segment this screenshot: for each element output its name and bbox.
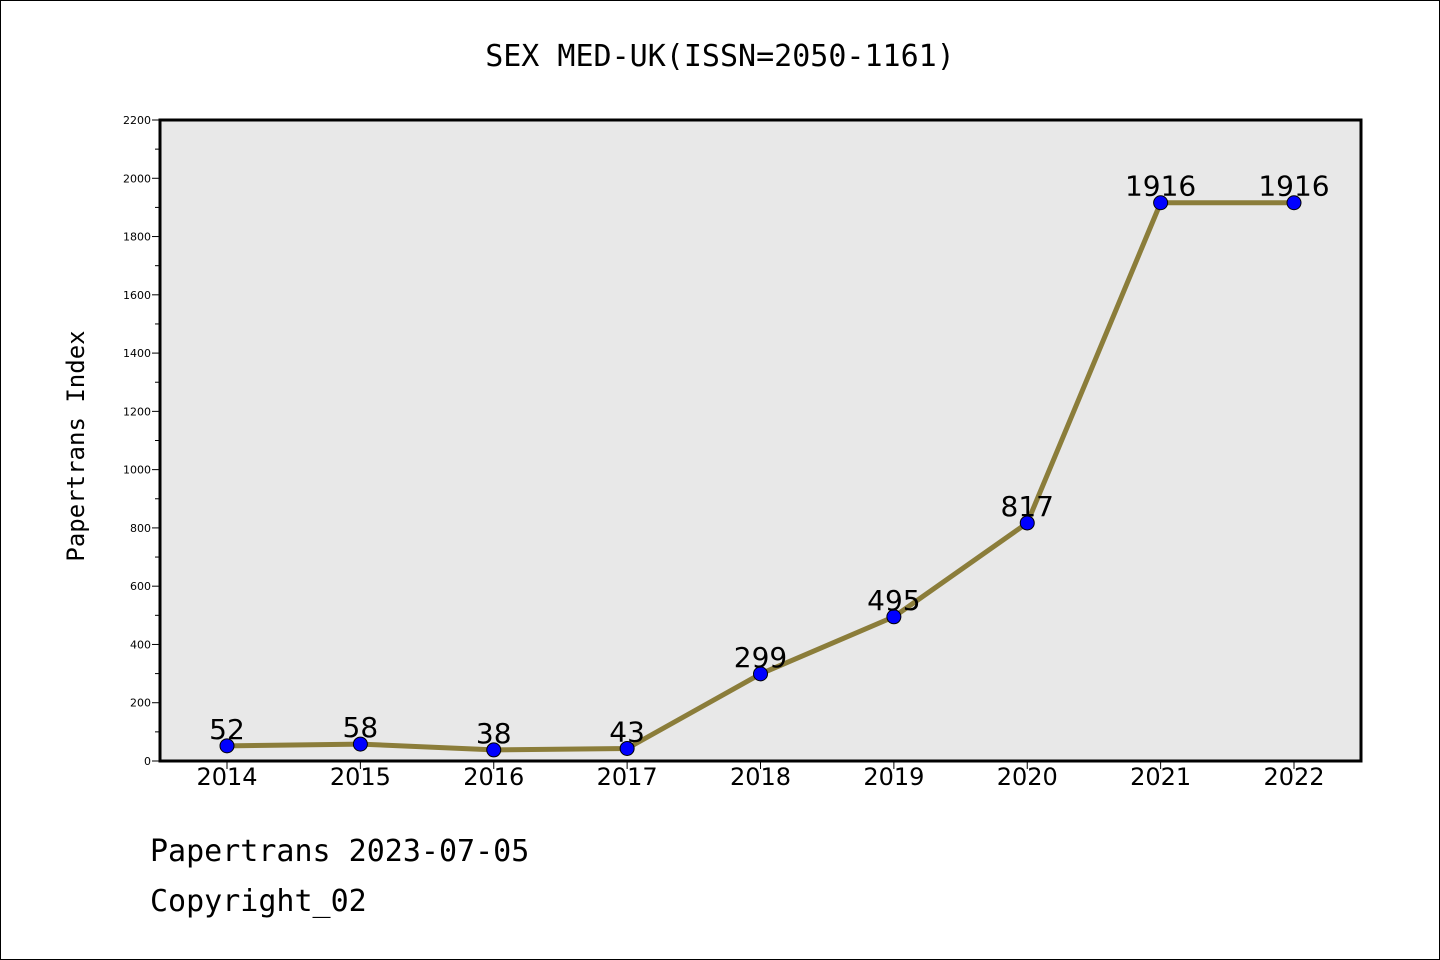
y-tick-label: 600 — [130, 580, 151, 593]
data-label: 38 — [476, 717, 512, 750]
data-label: 299 — [734, 641, 787, 674]
x-tick-label: 2019 — [863, 763, 924, 791]
x-tick-label: 2022 — [1263, 763, 1324, 791]
data-point — [753, 666, 768, 682]
footer-date: Papertrans 2023-07-05 — [150, 834, 530, 869]
data-label: 817 — [1001, 490, 1054, 523]
y-tick-label: 0 — [144, 755, 151, 768]
plot-border — [158, 118, 1363, 763]
data-label: 495 — [867, 584, 920, 617]
y-tick-label: 1200 — [123, 405, 151, 418]
y-tick-label: 800 — [130, 522, 151, 535]
data-label: 1916 — [1258, 170, 1329, 203]
x-tick-label: 2020 — [997, 763, 1058, 791]
plot-area — [160, 120, 1361, 761]
y-tick-label: 1000 — [123, 464, 151, 477]
x-tick-label: 2016 — [463, 763, 524, 791]
y-axis-ticks: 0 200 400 600 800 1000 1200 1400 1600 1800 2000 220… — [123, 114, 160, 768]
chart-title: SEX MED-UK(ISSN=2050-1161) — [485, 39, 955, 74]
y-tick-label: 2000 — [123, 172, 151, 185]
data-label: 58 — [343, 711, 379, 744]
data-point — [1019, 515, 1035, 531]
x-tick-label: 2021 — [1130, 763, 1191, 791]
data-point — [219, 738, 235, 754]
y-tick-label: 2200 — [123, 114, 151, 127]
x-tick-label: 2015 — [330, 763, 391, 791]
data-label: 1916 — [1125, 170, 1196, 203]
x-tick-label: 2017 — [597, 763, 658, 791]
data-label: 43 — [609, 715, 645, 748]
y-tick-label: 400 — [130, 638, 151, 651]
y-tick-label: 1800 — [123, 231, 151, 244]
data-point — [1286, 195, 1302, 211]
data-point — [352, 736, 368, 752]
data-labels-layer: 52 58 38 43 299 495 817 1916 1916 — [209, 170, 1329, 750]
y-tick-label: 1400 — [123, 347, 151, 360]
footer-copyright: Copyright_02 — [150, 884, 367, 919]
y-axis-label: Papertrans Index — [62, 330, 90, 561]
data-point — [1153, 195, 1169, 211]
series-layer — [219, 195, 1302, 758]
x-tick-label: 2018 — [730, 763, 791, 791]
data-label: 52 — [209, 713, 245, 746]
y-tick-label: 1600 — [123, 289, 151, 302]
x-tick-label: 2014 — [196, 763, 257, 791]
data-point — [486, 742, 502, 758]
data-point — [886, 609, 902, 625]
x-axis-ticks: 2014 2015 2016 2017 2018 2019 2020 2021 2022 — [196, 761, 1325, 791]
y-tick-label: 200 — [130, 697, 151, 710]
data-point — [619, 740, 635, 756]
